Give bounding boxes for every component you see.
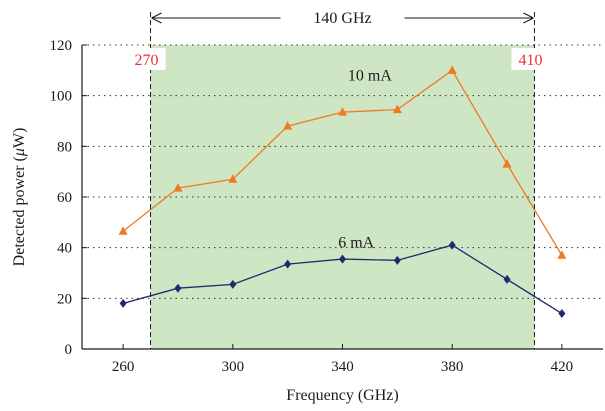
bandwidth-arrowhead-right [523, 12, 534, 24]
x-tick-label-300: 300 [222, 359, 245, 375]
data-point-s1-400 [503, 274, 511, 284]
data-point-s0-260 [118, 226, 128, 235]
x-tick-label-420: 420 [551, 359, 574, 375]
series-label-6ma: 6 mA [338, 235, 374, 252]
data-point-s1-280 [174, 283, 182, 293]
y-tick-label-100: 100 [50, 89, 73, 105]
data-point-s1-300 [229, 279, 237, 289]
y-axis-title: Detected power (μW) [11, 128, 28, 267]
x-axis-title: Frequency (GHz) [286, 387, 398, 404]
bandwidth-region-layer [150, 45, 535, 349]
data-point-s0-420 [557, 250, 567, 259]
data-point-s0-400 [502, 159, 512, 168]
data-point-s1-420 [558, 309, 566, 319]
y-tick-label-120: 120 [50, 38, 73, 54]
data-point-s1-320 [284, 259, 292, 269]
data-point-s0-300 [228, 174, 238, 183]
band-start-label: 270 [135, 52, 159, 69]
series-layer [118, 65, 567, 319]
y-axis-title-suffix: W) [11, 128, 28, 148]
data-point-s1-340 [339, 254, 346, 264]
data-point-s1-360 [393, 255, 401, 265]
series-label-10ma: 10 mA [348, 67, 392, 84]
bandwidth-label: 140 GHz [313, 10, 371, 27]
data-point-s0-380 [447, 65, 457, 74]
y-tick-label-40: 40 [57, 241, 72, 257]
y-tick-label-20: 20 [57, 291, 72, 307]
bandwidth-arrowhead-left [151, 12, 162, 24]
y-axis-title-mu: μ [11, 148, 28, 157]
data-point-s0-360 [392, 104, 402, 114]
band-start-label-bg [127, 48, 166, 70]
y-tick-label-0: 0 [65, 342, 73, 358]
x-tick-label-380: 380 [441, 359, 464, 375]
x-tick-label-260: 260 [112, 359, 135, 375]
bandwidth-region [150, 45, 535, 349]
x-tick-label-340: 340 [331, 359, 354, 375]
band-end-label-bg [511, 48, 550, 70]
y-tick-label-60: 60 [57, 190, 72, 206]
y-tick-label-80: 80 [57, 139, 72, 155]
data-point-s1-260 [119, 298, 127, 308]
y-axis-title-prefix: Detected power ( [11, 156, 28, 266]
data-point-s0-320 [283, 121, 293, 130]
data-point-s0-280 [173, 183, 183, 192]
axes-layer: 0 20 40 60 80 100 120 260 300 340 380 420 [50, 38, 603, 375]
data-point-s0-340 [338, 107, 347, 116]
annotations-layer: 140 GHz 10 mA 6 mA Frequency (GHz) Detec… [11, 10, 550, 404]
data-point-s1-380 [448, 240, 456, 250]
band-end-label: 410 [518, 52, 542, 69]
